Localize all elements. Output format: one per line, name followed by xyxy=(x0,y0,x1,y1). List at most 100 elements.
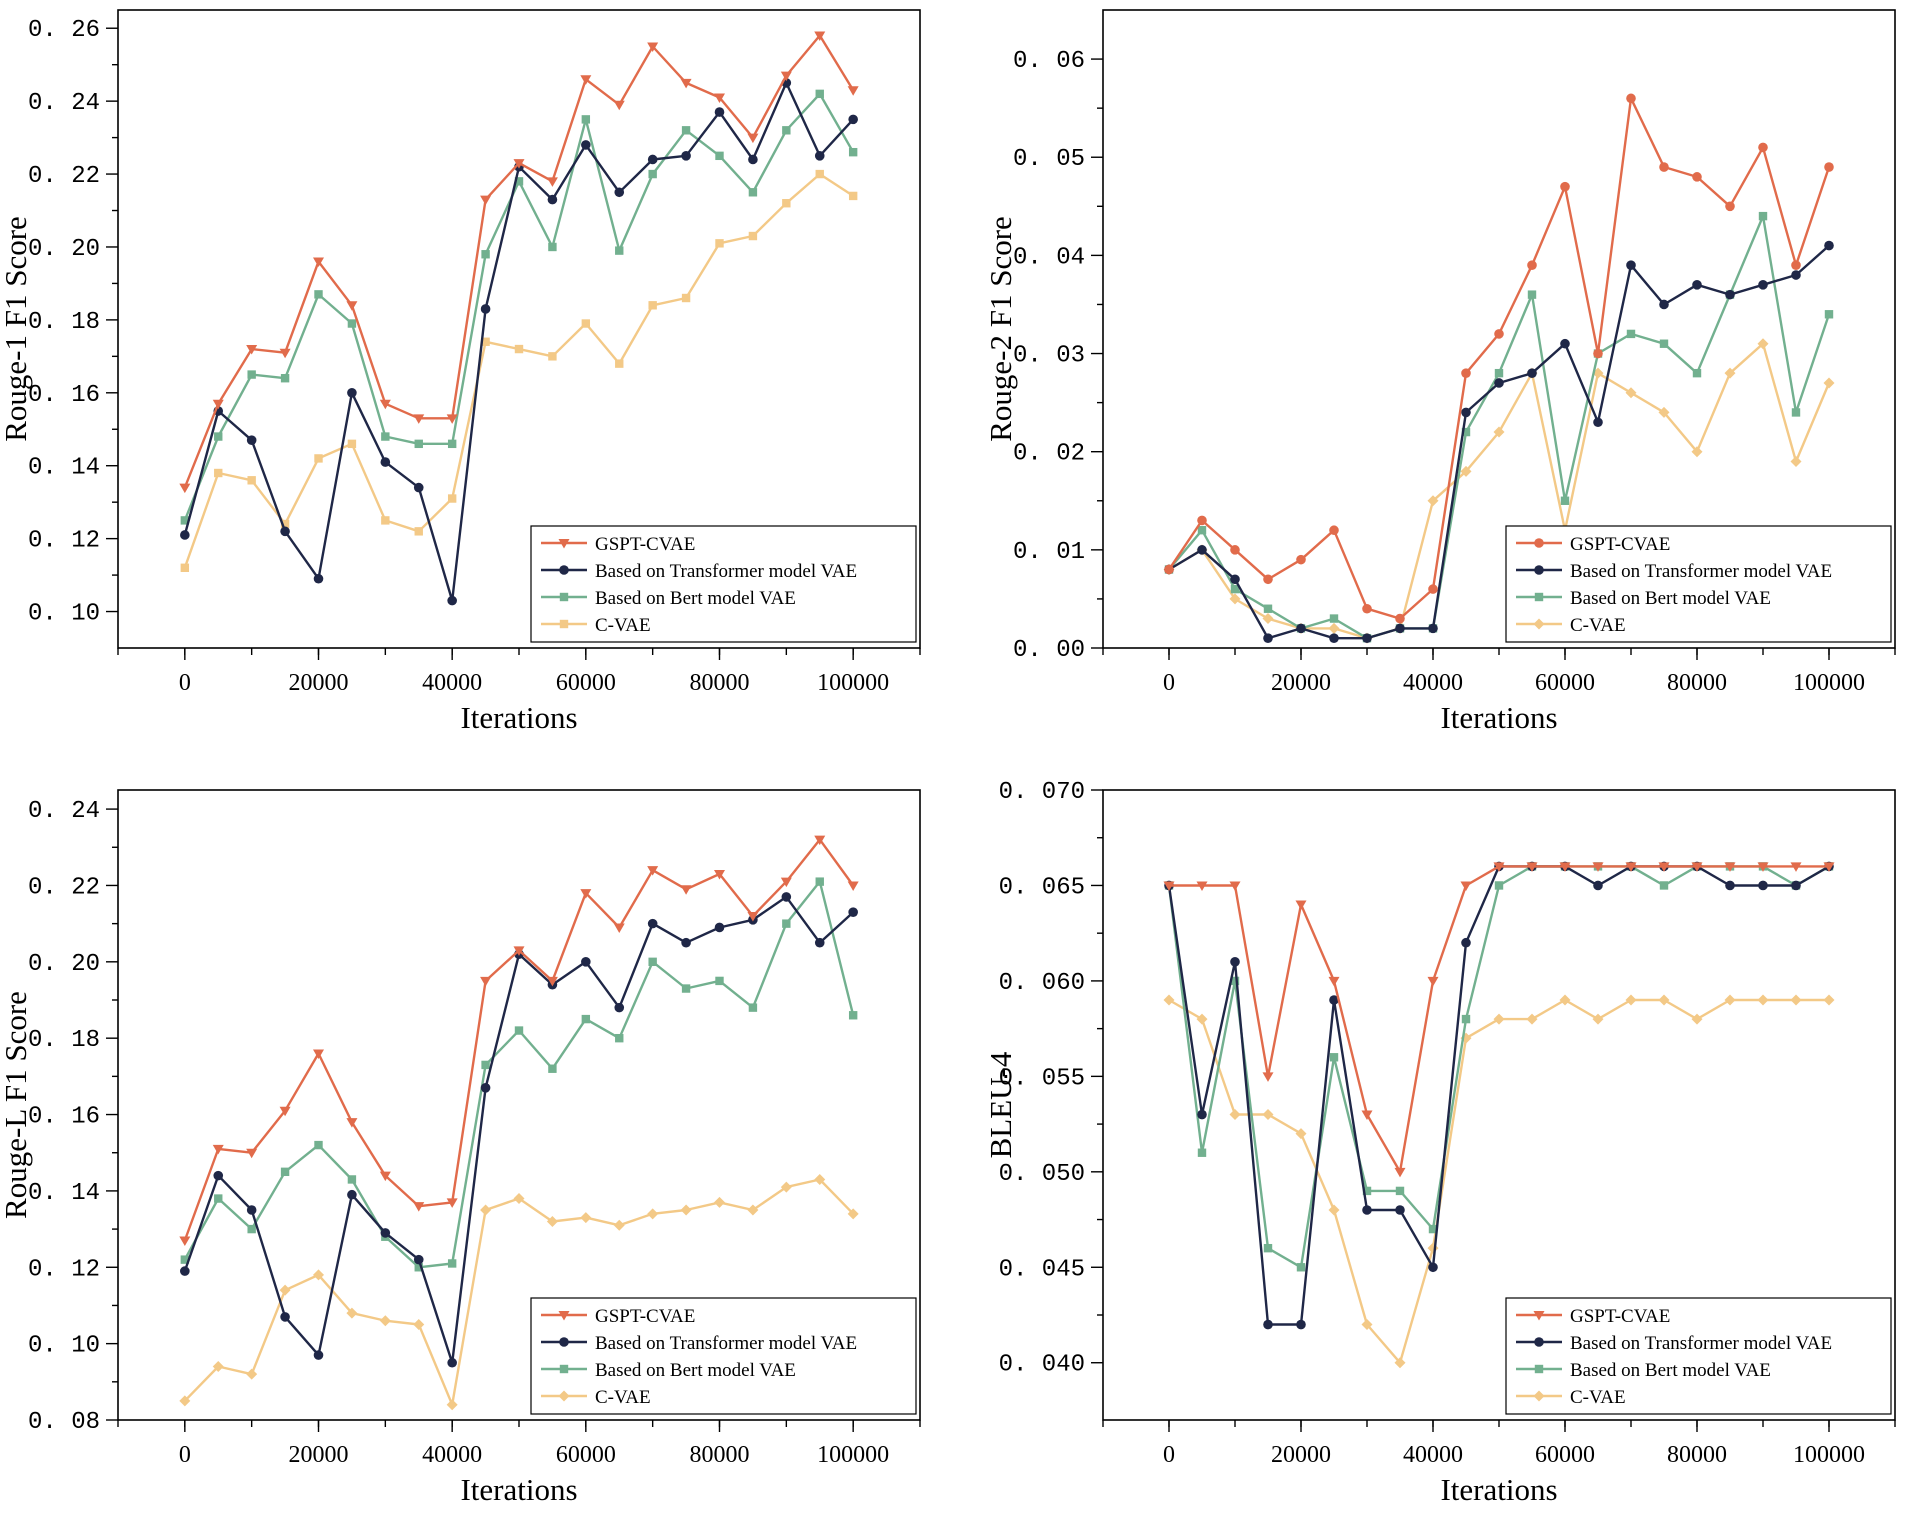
data-point xyxy=(814,151,825,161)
data-point xyxy=(1427,1242,1439,1254)
data-point xyxy=(715,976,724,986)
data-point xyxy=(747,1204,759,1216)
data-point xyxy=(1428,1262,1438,1273)
data-point xyxy=(782,199,791,208)
data-point xyxy=(1395,1205,1405,1215)
data-point xyxy=(615,246,624,255)
legend-marker xyxy=(559,1337,569,1347)
chart-panel-2: 0 20000 40000 60000 80000 100000 0. 00 0. 01 0. … xyxy=(983,9,1896,735)
series-gspt xyxy=(1164,93,1834,624)
data-point xyxy=(1229,593,1241,605)
y-tick-label: 0. 20 xyxy=(28,236,100,263)
data-point xyxy=(379,1171,391,1182)
data-point xyxy=(1560,338,1570,349)
data-point xyxy=(546,976,558,987)
x-tick-label: 100000 xyxy=(817,1442,889,1468)
data-point xyxy=(180,1266,190,1276)
data-point xyxy=(714,107,725,117)
data-point xyxy=(581,957,591,967)
data-point xyxy=(782,126,791,135)
legend-entry-transformer: Based on Transformer model VAE xyxy=(541,1333,857,1354)
data-point xyxy=(1361,1319,1373,1331)
legend-label: Based on Transformer model VAE xyxy=(1570,1333,1832,1354)
x-tick-label: 0 xyxy=(179,1442,191,1468)
data-point xyxy=(1823,994,1835,1006)
data-point xyxy=(1659,339,1669,348)
data-point xyxy=(1593,348,1603,359)
data-point xyxy=(848,191,858,201)
x-axis-title: Iterations xyxy=(460,700,577,735)
y-tick-label: 0. 14 xyxy=(28,1180,100,1207)
data-point xyxy=(614,187,625,198)
data-point xyxy=(680,78,692,89)
data-point xyxy=(847,881,859,891)
x-tick-label: 60000 xyxy=(1535,1442,1595,1468)
y-tick-label: 0. 10 xyxy=(28,1333,100,1360)
data-point xyxy=(847,86,859,96)
legend-label: GSPT-CVAE xyxy=(595,1306,695,1327)
legend-label: Based on Transformer model VAE xyxy=(595,1333,857,1354)
data-point xyxy=(1427,495,1439,507)
data-point xyxy=(1593,417,1603,428)
legend-entry-transformer: Based on Transformer model VAE xyxy=(1516,1333,1832,1354)
legend-box xyxy=(530,1297,917,1415)
y-axis-title: Rouge-1 F1 Score xyxy=(0,216,33,442)
x-tick-label: 100000 xyxy=(1793,670,1865,696)
data-point xyxy=(1658,862,1670,872)
legend-entry-bert: Based on Bert model VAE xyxy=(1516,588,1771,609)
legend-entry-cvae: C-VAE xyxy=(541,1387,651,1408)
data-point xyxy=(447,1357,457,1368)
data-point xyxy=(548,1064,557,1073)
data-point xyxy=(246,1148,258,1159)
legend-entry-gspt: GSPT-CVAE xyxy=(541,1306,695,1327)
legend-box xyxy=(1505,1297,1892,1415)
x-tick-label: 0 xyxy=(1163,670,1175,696)
legend-marker xyxy=(559,619,569,629)
data-point xyxy=(1758,211,1768,221)
data-point xyxy=(1296,1319,1306,1330)
legend: GSPT-CVAE Based on Transformer model VAE B… xyxy=(530,525,917,643)
data-point xyxy=(681,937,691,948)
data-point xyxy=(1196,1013,1208,1025)
data-point xyxy=(615,1033,624,1043)
data-point xyxy=(481,1060,490,1070)
data-point xyxy=(1824,310,1834,319)
data-point xyxy=(1493,862,1505,872)
data-point xyxy=(814,835,826,846)
data-point xyxy=(782,919,791,928)
legend-entry-gspt: GSPT-CVAE xyxy=(541,534,695,555)
y-tick-label: 0. 040 xyxy=(999,1352,1085,1379)
data-point xyxy=(1758,880,1768,891)
data-point xyxy=(1394,1357,1406,1369)
data-point xyxy=(681,293,691,303)
y-tick-label: 0. 18 xyxy=(28,1027,100,1054)
data-point xyxy=(1692,368,1702,378)
data-point xyxy=(1823,862,1835,872)
data-point xyxy=(413,1319,425,1331)
x-axis-title: Iterations xyxy=(1440,700,1557,735)
data-point xyxy=(546,1215,558,1227)
data-point xyxy=(480,1204,492,1216)
data-point xyxy=(214,468,223,478)
legend-label: C-VAE xyxy=(1570,615,1626,636)
series-bert xyxy=(1164,862,1834,1272)
legend-marker xyxy=(1534,592,1544,602)
data-point xyxy=(1461,407,1471,418)
data-point xyxy=(314,290,323,299)
data-point xyxy=(347,1175,357,1184)
data-point xyxy=(1527,290,1537,299)
data-point xyxy=(246,1368,258,1380)
chart-panel-1: 0 20000 40000 60000 80000 100000 0. 10 0. 12 0. … xyxy=(0,9,921,735)
data-point xyxy=(1559,994,1571,1006)
data-point xyxy=(1362,1205,1372,1215)
data-point xyxy=(848,147,858,157)
data-point xyxy=(613,923,625,933)
y-tick-label: 0. 01 xyxy=(1013,539,1085,566)
data-point xyxy=(279,1106,291,1117)
data-point xyxy=(1691,1013,1703,1025)
data-point xyxy=(379,399,391,410)
data-point xyxy=(1626,93,1636,104)
legend-label: Based on Bert model VAE xyxy=(1570,588,1771,609)
data-point xyxy=(447,595,457,606)
